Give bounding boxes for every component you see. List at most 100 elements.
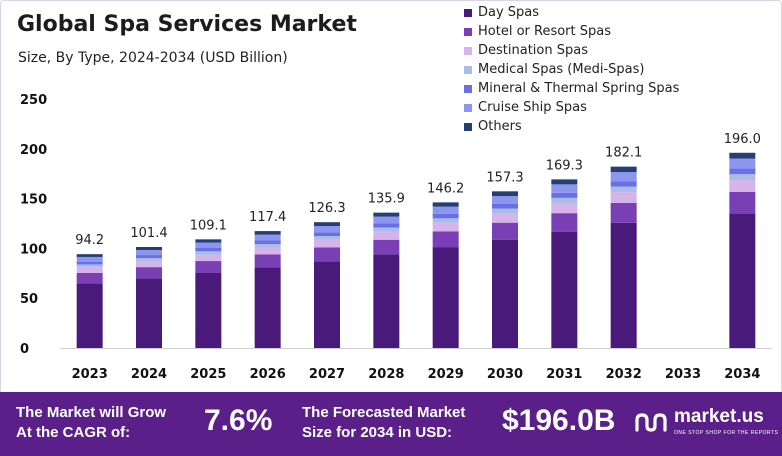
brand-tagline: ONE STOP SHOP FOR THE REPORTS bbox=[674, 430, 779, 436]
bar-segment bbox=[76, 267, 103, 273]
cagr-value: 7.6% bbox=[204, 404, 273, 437]
bar-segment bbox=[314, 239, 340, 248]
bar-segment bbox=[254, 254, 281, 268]
bar-segment bbox=[551, 213, 578, 232]
bar-segment bbox=[314, 232, 340, 237]
x-tick-label: 2032 bbox=[606, 367, 642, 382]
chart-title: Global Spa Services Market bbox=[17, 12, 357, 37]
y-tick-label: 0 bbox=[20, 342, 29, 357]
cagr-caption-line1: The Market will Grow bbox=[16, 404, 167, 421]
bar-segment bbox=[729, 168, 756, 175]
bar-segment bbox=[610, 202, 637, 223]
bar-segment bbox=[432, 231, 459, 248]
bar-segment bbox=[314, 247, 340, 262]
bar-total-label: 157.3 bbox=[486, 170, 523, 185]
legend-label: Others bbox=[478, 119, 522, 134]
bar-segment bbox=[373, 212, 400, 217]
bar-segment bbox=[432, 202, 459, 207]
bar-total-label: 135.9 bbox=[368, 192, 405, 207]
bar-segment bbox=[551, 197, 578, 203]
bar-segment bbox=[254, 247, 281, 255]
bar-total-label: 169.3 bbox=[546, 158, 583, 173]
legend-label: Mineral & Thermal Spring Spas bbox=[478, 81, 680, 96]
bar-segment bbox=[551, 231, 578, 348]
bar-segment bbox=[314, 236, 340, 240]
bar-total-label: 117.4 bbox=[249, 210, 286, 225]
x-tick-label: 2027 bbox=[309, 367, 345, 382]
legend-item: Day Spas bbox=[464, 3, 679, 22]
bar-total-label: 101.4 bbox=[130, 226, 167, 241]
bar-segment bbox=[195, 261, 222, 274]
bar-segment bbox=[492, 213, 518, 223]
bar-segment bbox=[76, 264, 103, 268]
bar-segment bbox=[373, 216, 400, 224]
x-tick-label: 2028 bbox=[368, 367, 404, 382]
legend-swatch bbox=[464, 8, 472, 17]
legend-item: Others bbox=[464, 117, 679, 136]
bar-total-label: 182.1 bbox=[605, 146, 642, 161]
bar-segment bbox=[610, 192, 637, 203]
legend-label: Day Spas bbox=[478, 5, 540, 20]
x-tick-label: 2029 bbox=[428, 367, 464, 382]
bar-segment bbox=[195, 242, 222, 249]
bar-segment bbox=[136, 261, 162, 268]
bar-segment bbox=[195, 239, 222, 243]
legend-item: Cruise Ship Spas bbox=[464, 98, 679, 117]
x-tick-label: 2025 bbox=[190, 367, 226, 382]
bar-segment bbox=[76, 254, 103, 257]
bar-segment bbox=[492, 203, 518, 209]
bar-segment bbox=[432, 218, 459, 223]
bar-segment bbox=[254, 231, 281, 235]
bar-segment bbox=[729, 174, 756, 181]
y-tick-label: 200 bbox=[20, 143, 47, 158]
y-tick-label: 250 bbox=[20, 93, 47, 108]
bar-segment bbox=[492, 196, 518, 204]
bar-segment bbox=[729, 213, 756, 348]
bar-segment bbox=[373, 254, 400, 348]
bar-segment bbox=[551, 202, 578, 214]
bar-segment bbox=[610, 186, 637, 193]
bar-segment bbox=[314, 261, 340, 348]
footer-banner: The Market will Grow At the CAGR of: 7.6… bbox=[0, 392, 782, 456]
bar-segment bbox=[195, 251, 222, 255]
legend-item: Hotel or Resort Spas bbox=[464, 22, 679, 41]
bar-segment bbox=[136, 249, 162, 256]
bar-segment bbox=[432, 222, 459, 232]
bar-segment bbox=[136, 278, 162, 348]
y-tick-label: 50 bbox=[20, 292, 38, 307]
bar-segment bbox=[195, 254, 222, 262]
bar-segment bbox=[136, 258, 162, 262]
bar-total-label: 146.2 bbox=[427, 181, 464, 196]
bar-segment bbox=[136, 255, 162, 259]
bar-total-label: 196.0 bbox=[724, 132, 761, 147]
bar-segment bbox=[76, 256, 103, 262]
bar-segment bbox=[432, 206, 459, 214]
bar-segment bbox=[729, 158, 756, 169]
bar-segment bbox=[729, 180, 756, 192]
legend-label: Cruise Ship Spas bbox=[478, 100, 587, 115]
bar-segment bbox=[76, 261, 103, 265]
legend: Day Spas Hotel or Resort Spas Destinatio… bbox=[464, 3, 679, 136]
x-tick-label: 2023 bbox=[72, 367, 108, 382]
forecast-value: $196.0B bbox=[502, 404, 616, 437]
bar-segment bbox=[551, 184, 578, 193]
bar-total-label: 94.2 bbox=[75, 233, 104, 248]
bar-segment bbox=[610, 166, 637, 173]
bar-segment bbox=[610, 181, 637, 187]
brand-logo-icon bbox=[635, 413, 667, 432]
legend-swatch bbox=[464, 122, 472, 131]
bar-total-label: 109.1 bbox=[190, 218, 227, 233]
bar-segment bbox=[195, 273, 222, 348]
bar-segment bbox=[254, 244, 281, 248]
x-tick-label: 2034 bbox=[724, 367, 760, 382]
x-tick-label: 2026 bbox=[250, 367, 286, 382]
bar-segment bbox=[254, 267, 281, 348]
brand-name: market.us bbox=[674, 406, 764, 427]
bar-segment bbox=[314, 222, 340, 226]
chart-subtitle: Size, By Type, 2024-2034 (USD Billion) bbox=[18, 50, 288, 66]
legend-swatch bbox=[464, 46, 472, 55]
bar-segment bbox=[136, 267, 162, 279]
bar-segment bbox=[136, 247, 162, 250]
x-tick-label: 2031 bbox=[546, 367, 582, 382]
